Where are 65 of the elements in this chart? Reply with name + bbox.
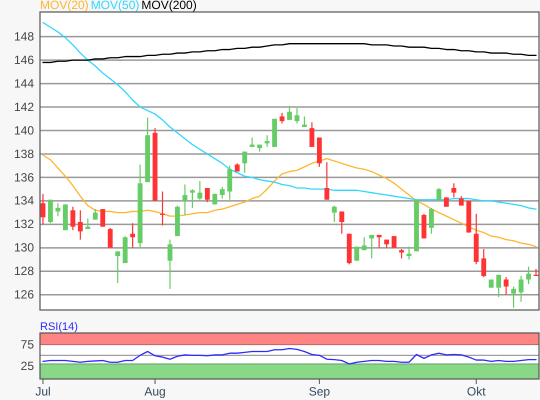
candlestick (481, 248, 486, 278)
candlestick (197, 180, 202, 200)
candlestick (108, 227, 113, 248)
candlestick (392, 235, 397, 248)
x-tick-label: Sep (308, 384, 330, 399)
candlestick (242, 151, 248, 174)
candlestick (168, 239, 172, 290)
candlestick (227, 165, 232, 200)
candlestick (250, 136, 255, 148)
candlestick (100, 208, 106, 228)
y-tick-label: 148 (14, 29, 34, 44)
y-tick-label: 130 (14, 240, 34, 255)
text: MOV(50) (90, 0, 140, 12)
candlestick (287, 105, 292, 121)
x-tick-label: Jul (35, 384, 51, 399)
candlestick (78, 210, 83, 240)
y-tick-label: 140 (14, 123, 34, 138)
candlestick (302, 116, 307, 128)
candlestick (130, 222, 136, 248)
candlestick (339, 210, 344, 234)
y-tick-label: 25 (20, 358, 34, 373)
y-tick-label: 75 (20, 337, 34, 352)
text: MOV(200) (141, 0, 197, 12)
candlestick (376, 234, 382, 248)
candlestick (56, 202, 60, 217)
candlestick (436, 187, 442, 202)
candlestick (526, 266, 531, 285)
candlestick (220, 186, 225, 200)
candlestick (264, 134, 270, 148)
text: MOV(20) (40, 0, 89, 12)
y-tick-label: 134 (14, 194, 34, 208)
candlestick (518, 275, 524, 302)
y-tick-label: 144 (14, 76, 34, 90)
x-tick-label: Okt (466, 384, 486, 399)
candlestick (406, 246, 412, 260)
x-tick-label: Aug (144, 384, 166, 399)
candlestick (182, 184, 188, 216)
line-series (42, 348, 537, 365)
candlestick (429, 207, 434, 234)
candlestick (422, 213, 426, 240)
candlestick (70, 206, 76, 231)
y-tick-label: 138 (14, 146, 34, 161)
candlestick (48, 199, 53, 224)
line-series (42, 154, 537, 248)
chart-title: RSI(14) (40, 321, 78, 333)
y-tick-label: 132 (14, 217, 34, 232)
candlestick (451, 182, 456, 198)
y-tick-label: 136 (14, 170, 34, 184)
candlestick (294, 108, 300, 124)
y-tick-label: 146 (14, 52, 34, 67)
candlestick (511, 286, 516, 308)
candlestick (309, 122, 314, 148)
y-tick-label: 142 (14, 100, 34, 114)
candlestick (354, 246, 360, 262)
candlestick (399, 248, 404, 259)
candlestick (324, 162, 330, 200)
y-tick-label: 126 (14, 288, 34, 302)
candlestick (280, 112, 284, 124)
y-tick-label: 128 (14, 264, 34, 278)
line-series (42, 22, 537, 210)
candlestick (496, 274, 502, 298)
candlestick (204, 187, 210, 203)
candlestick (504, 276, 509, 296)
candlestick (369, 234, 374, 259)
line-series (42, 43, 537, 64)
